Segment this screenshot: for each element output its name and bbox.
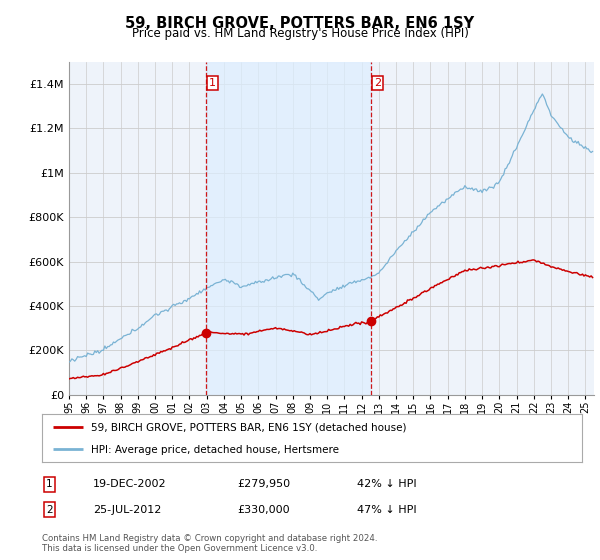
Bar xyxy=(206,62,371,395)
Text: 2: 2 xyxy=(46,505,53,515)
Text: Price paid vs. HM Land Registry's House Price Index (HPI): Price paid vs. HM Land Registry's House … xyxy=(131,27,469,40)
Text: 47% ↓ HPI: 47% ↓ HPI xyxy=(357,505,416,515)
Text: 2: 2 xyxy=(374,78,381,88)
Text: 1: 1 xyxy=(209,78,215,88)
Text: 59, BIRCH GROVE, POTTERS BAR, EN6 1SY (detached house): 59, BIRCH GROVE, POTTERS BAR, EN6 1SY (d… xyxy=(91,423,406,433)
Text: Contains HM Land Registry data © Crown copyright and database right 2024.
This d: Contains HM Land Registry data © Crown c… xyxy=(42,534,377,553)
Text: £330,000: £330,000 xyxy=(237,505,290,515)
Text: HPI: Average price, detached house, Hertsmere: HPI: Average price, detached house, Hert… xyxy=(91,445,338,455)
Text: 25-JUL-2012: 25-JUL-2012 xyxy=(93,505,161,515)
Text: £279,950: £279,950 xyxy=(237,479,290,489)
Text: 1: 1 xyxy=(46,479,53,489)
Text: 19-DEC-2002: 19-DEC-2002 xyxy=(93,479,167,489)
Text: 42% ↓ HPI: 42% ↓ HPI xyxy=(357,479,416,489)
Text: 59, BIRCH GROVE, POTTERS BAR, EN6 1SY: 59, BIRCH GROVE, POTTERS BAR, EN6 1SY xyxy=(125,16,475,31)
